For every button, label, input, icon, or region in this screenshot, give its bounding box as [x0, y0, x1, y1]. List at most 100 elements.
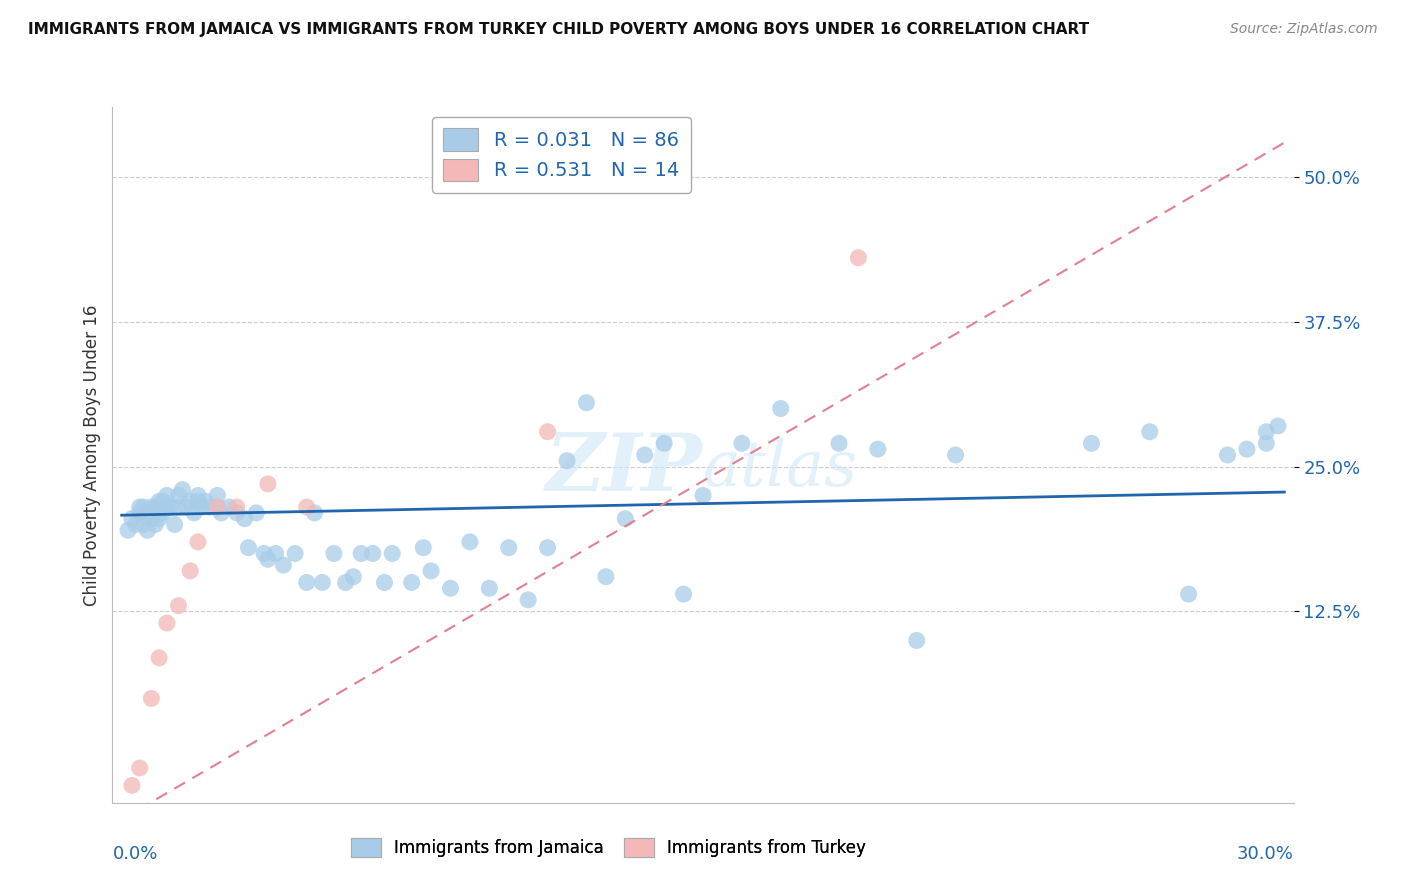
Point [207, 500, 229, 514]
Point [159, 500, 181, 514]
Point [498, 541, 520, 555]
Point [1080, 436, 1102, 450]
Point [179, 494, 201, 508]
Point [381, 546, 404, 561]
Point [692, 489, 714, 503]
Point [125, 517, 148, 532]
Point [156, 489, 179, 503]
Point [141, 512, 163, 526]
Point [136, 523, 159, 537]
Point [304, 506, 326, 520]
Point [152, 494, 174, 508]
Point [156, 500, 179, 514]
Point [238, 541, 260, 555]
Y-axis label: Child Poverty Among Boys Under 16: Child Poverty Among Boys Under 16 [83, 304, 101, 606]
Point [198, 500, 221, 514]
Point [672, 587, 695, 601]
Point [1177, 587, 1199, 601]
Legend: Immigrants from Jamaica, Immigrants from Turkey: Immigrants from Jamaica, Immigrants from… [344, 831, 873, 864]
Point [311, 575, 333, 590]
Point [652, 436, 675, 450]
Point [634, 448, 657, 462]
Text: Source: ZipAtlas.com: Source: ZipAtlas.com [1230, 22, 1378, 37]
Point [218, 500, 240, 514]
Text: IMMIGRANTS FROM JAMAICA VS IMMIGRANTS FROM TURKEY CHILD POVERTY AMONG BOYS UNDER: IMMIGRANTS FROM JAMAICA VS IMMIGRANTS FR… [28, 22, 1090, 37]
Point [143, 500, 166, 514]
Point [866, 442, 889, 457]
Point [401, 575, 423, 590]
Point [187, 534, 209, 549]
Point [295, 500, 318, 514]
Point [128, 506, 150, 520]
Point [253, 546, 276, 561]
Point [187, 494, 209, 508]
Point [361, 546, 384, 561]
Point [121, 512, 143, 526]
Point [295, 575, 318, 590]
Point [148, 512, 170, 526]
Point [1256, 436, 1278, 450]
Point [1139, 425, 1161, 439]
Point [1267, 419, 1289, 434]
Point [1236, 442, 1258, 457]
Point [731, 436, 754, 450]
Point [152, 506, 174, 520]
Point [478, 582, 501, 596]
Text: 30.0%: 30.0% [1237, 845, 1294, 863]
Point [143, 517, 166, 532]
Point [323, 546, 346, 561]
Point [194, 494, 217, 508]
Point [148, 651, 170, 665]
Point [769, 401, 792, 416]
Point [183, 506, 205, 520]
Point [273, 558, 295, 573]
Point [575, 396, 598, 410]
Point [342, 570, 364, 584]
Point [1256, 425, 1278, 439]
Point [264, 546, 287, 561]
Point [555, 453, 578, 467]
Point [905, 633, 928, 648]
Point [187, 489, 209, 503]
Point [257, 476, 280, 491]
Point [128, 500, 150, 514]
Point [1216, 448, 1239, 462]
Point [233, 512, 256, 526]
Point [136, 506, 159, 520]
Point [284, 546, 307, 561]
Point [167, 500, 190, 514]
Point [207, 500, 229, 514]
Point [458, 534, 481, 549]
Point [132, 517, 155, 532]
Point [412, 541, 434, 555]
Point [191, 500, 214, 514]
Point [536, 541, 558, 555]
Point [167, 489, 190, 503]
Point [172, 483, 194, 497]
Point [117, 523, 139, 537]
Point [132, 500, 155, 514]
Point [163, 517, 186, 532]
Point [207, 489, 229, 503]
Point [828, 436, 851, 450]
Point [148, 494, 170, 508]
Point [156, 615, 179, 630]
Point [536, 425, 558, 439]
Point [439, 582, 461, 596]
Text: atlas: atlas [703, 438, 858, 500]
Point [517, 592, 540, 607]
Point [245, 506, 267, 520]
Point [257, 552, 280, 566]
Point [350, 546, 373, 561]
Point [614, 512, 637, 526]
Point [595, 570, 617, 584]
Point [141, 691, 163, 706]
Point [167, 599, 190, 613]
Point [420, 564, 443, 578]
Point [225, 500, 247, 514]
Text: ZIP: ZIP [546, 430, 703, 508]
Point [128, 761, 150, 775]
Point [141, 500, 163, 514]
Point [945, 448, 967, 462]
Point [121, 778, 143, 792]
